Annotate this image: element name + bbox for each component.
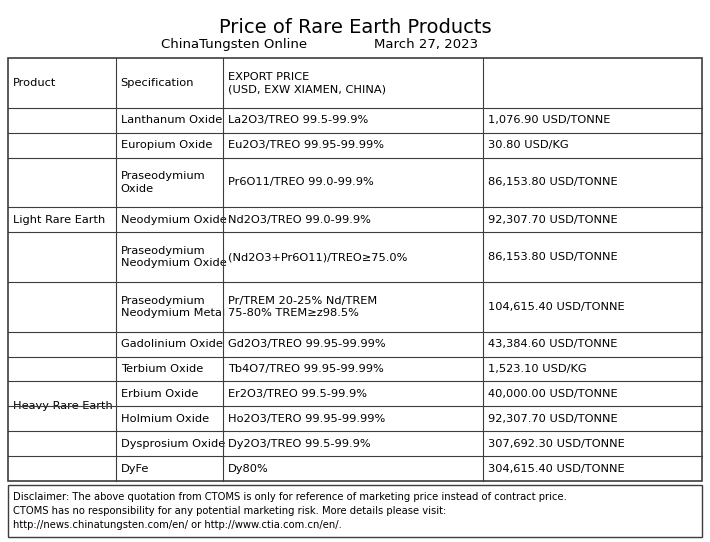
Text: 92,307.70 USD/TONNE: 92,307.70 USD/TONNE: [488, 414, 618, 424]
Text: 304,615.40 USD/TONNE: 304,615.40 USD/TONNE: [488, 463, 625, 474]
Text: (Nd2O3+Pr6O11)/TREO≥75.0%: (Nd2O3+Pr6O11)/TREO≥75.0%: [228, 252, 408, 262]
Text: Eu2O3/TREO 99.95-99.99%: Eu2O3/TREO 99.95-99.99%: [228, 140, 384, 150]
Text: Praseodymium
Neodymium Oxide: Praseodymium Neodymium Oxide: [121, 246, 226, 268]
Text: Ho2O3/TERO 99.95-99.99%: Ho2O3/TERO 99.95-99.99%: [228, 414, 386, 424]
Text: Pr6O11/TREO 99.0-99.9%: Pr6O11/TREO 99.0-99.9%: [228, 177, 374, 188]
Text: Dy80%: Dy80%: [228, 463, 269, 474]
Text: Dy2O3/TREO 99.5-99.9%: Dy2O3/TREO 99.5-99.9%: [228, 438, 371, 449]
Text: 1,523.10 USD/KG: 1,523.10 USD/KG: [488, 364, 587, 374]
Text: Pr/TREM 20-25% Nd/TREM
75-80% TREM≥z98.5%: Pr/TREM 20-25% Nd/TREM 75-80% TREM≥z98.5…: [228, 295, 378, 318]
Text: Lanthanum Oxide: Lanthanum Oxide: [121, 115, 222, 125]
Text: Praseodymium
Oxide: Praseodymium Oxide: [121, 171, 205, 193]
Text: La2O3/TREO 99.5-99.9%: La2O3/TREO 99.5-99.9%: [228, 115, 368, 125]
Text: Praseodymium
Neodymium Metal: Praseodymium Neodymium Metal: [121, 295, 224, 318]
Text: Price of Rare Earth Products: Price of Rare Earth Products: [219, 18, 491, 37]
Text: 30.80 USD/KG: 30.80 USD/KG: [488, 140, 569, 150]
Text: EXPORT PRICE
(USD, EXW XIAMEN, CHINA): EXPORT PRICE (USD, EXW XIAMEN, CHINA): [228, 72, 386, 94]
Text: Light Rare Earth: Light Rare Earth: [13, 215, 105, 225]
Text: 86,153.80 USD/TONNE: 86,153.80 USD/TONNE: [488, 177, 618, 188]
Text: March 27, 2023: March 27, 2023: [374, 38, 478, 51]
Text: 43,384.60 USD/TONNE: 43,384.60 USD/TONNE: [488, 339, 618, 349]
Text: Specification: Specification: [121, 78, 194, 88]
Bar: [8, 485, 702, 537]
Text: 307,692.30 USD/TONNE: 307,692.30 USD/TONNE: [488, 438, 625, 449]
Text: Nd2O3/TREO 99.0-99.9%: Nd2O3/TREO 99.0-99.9%: [228, 215, 371, 225]
Text: Gadolinium Oxide: Gadolinium Oxide: [121, 339, 222, 349]
Text: ChinaTungsten Online: ChinaTungsten Online: [161, 38, 307, 51]
Text: Tb4O7/TREO 99.95-99.99%: Tb4O7/TREO 99.95-99.99%: [228, 364, 384, 374]
Text: Heavy Rare Earth: Heavy Rare Earth: [13, 402, 113, 411]
Text: Gd2O3/TREO 99.95-99.99%: Gd2O3/TREO 99.95-99.99%: [228, 339, 386, 349]
Text: 104,615.40 USD/TONNE: 104,615.40 USD/TONNE: [488, 302, 625, 312]
Bar: [8, 58, 702, 481]
Text: DyFe: DyFe: [121, 463, 149, 474]
Text: Er2O3/TREO 99.5-99.9%: Er2O3/TREO 99.5-99.9%: [228, 389, 367, 399]
Text: Product: Product: [13, 78, 56, 88]
Text: Erbium Oxide: Erbium Oxide: [121, 389, 198, 399]
Text: Disclaimer: The above quotation from CTOMS is only for reference of marketing pr: Disclaimer: The above quotation from CTO…: [13, 492, 567, 530]
Text: 86,153.80 USD/TONNE: 86,153.80 USD/TONNE: [488, 252, 618, 262]
Text: Terbium Oxide: Terbium Oxide: [121, 364, 203, 374]
Text: Europium Oxide: Europium Oxide: [121, 140, 212, 150]
Text: Dysprosium Oxide: Dysprosium Oxide: [121, 438, 225, 449]
Text: 40,000.00 USD/TONNE: 40,000.00 USD/TONNE: [488, 389, 618, 399]
Text: Neodymium Oxide: Neodymium Oxide: [121, 215, 226, 225]
Text: Holmium Oxide: Holmium Oxide: [121, 414, 209, 424]
Text: 92,307.70 USD/TONNE: 92,307.70 USD/TONNE: [488, 215, 618, 225]
Text: 1,076.90 USD/TONNE: 1,076.90 USD/TONNE: [488, 115, 611, 125]
